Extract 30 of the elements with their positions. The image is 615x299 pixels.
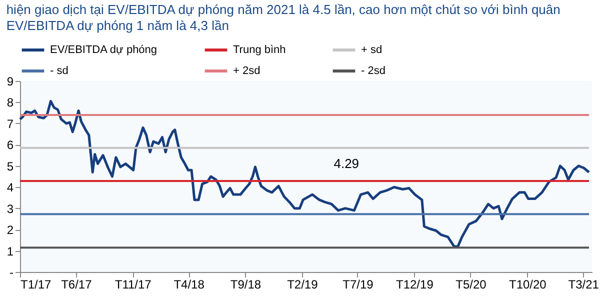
y-tick-label: 7: [6, 116, 14, 131]
y-tick-label: -: [10, 266, 14, 280]
x-tick-label: T6/17: [61, 278, 92, 292]
legend-label: EV/EBITDA dự phóng: [50, 44, 158, 56]
chart-title: hiện giao dịch tại EV/EBITDA dự phóng năm 2021 là 4.5 lần, cao hơn một chút so với bình quân EV/EBITDA dự phóng 1 năm là 4,3 lần: [6, 2, 560, 33]
x-tick-label: T12/19: [396, 278, 434, 292]
legend-label: - sd: [50, 65, 68, 77]
x-tick-label: T9/18: [230, 278, 262, 292]
x-tick-label: T2/19: [287, 278, 318, 292]
x-tick-label: T4/18: [174, 278, 205, 292]
legend-label: Trung bình: [233, 44, 286, 56]
y-tick-label: 5: [6, 159, 14, 174]
y-tick-label: 6: [6, 138, 14, 152]
y-tick-label: 9: [6, 74, 14, 88]
x-tick-label: T7/19: [342, 278, 374, 292]
x-tick-label: T11/17: [114, 278, 152, 292]
x-tick-label: T5/20: [456, 278, 487, 292]
y-tick-label: 1: [6, 244, 14, 258]
x-tick-label: T10/20: [508, 278, 547, 292]
x-tick-label: T3/21: [568, 278, 600, 292]
legend-label: + 2sd: [233, 65, 260, 77]
line-series: [18, 100, 590, 248]
y-tick-label: 8: [6, 96, 14, 110]
y-tick-label: 2: [6, 223, 14, 238]
y-tick-label: 3: [6, 202, 14, 216]
annotation: 4.29: [334, 156, 360, 171]
x-tick-label: T1/17: [20, 278, 52, 292]
legend-label: + sd: [361, 44, 382, 56]
legend-label: - 2sd: [361, 65, 386, 77]
y-tick-label: 4: [6, 180, 14, 195]
